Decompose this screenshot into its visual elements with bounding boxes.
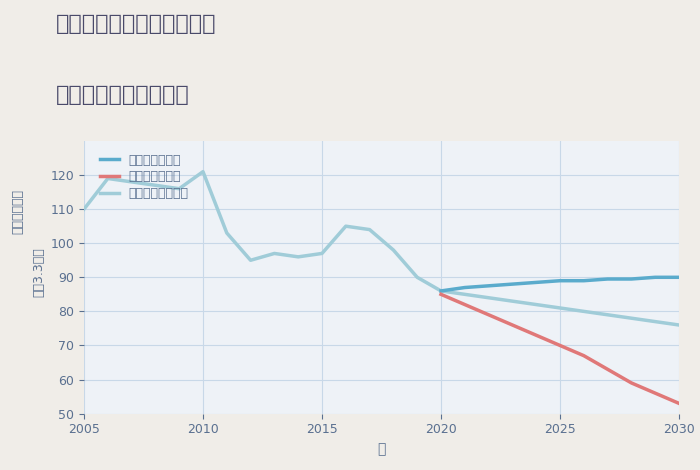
X-axis label: 年: 年 [377,442,386,456]
Text: 坪（3.3㎡）: 坪（3.3㎡） [32,248,45,298]
Text: 中古戸建ての価格推移: 中古戸建ての価格推移 [56,85,190,105]
Text: 単価（万円）: 単価（万円） [11,189,24,234]
Text: 兵庫県姫路市網干区興浜の: 兵庫県姫路市網干区興浜の [56,14,216,34]
Legend: グッドシナリオ, バッドシナリオ, ノーマルシナリオ: グッドシナリオ, バッドシナリオ, ノーマルシナリオ [96,150,192,204]
